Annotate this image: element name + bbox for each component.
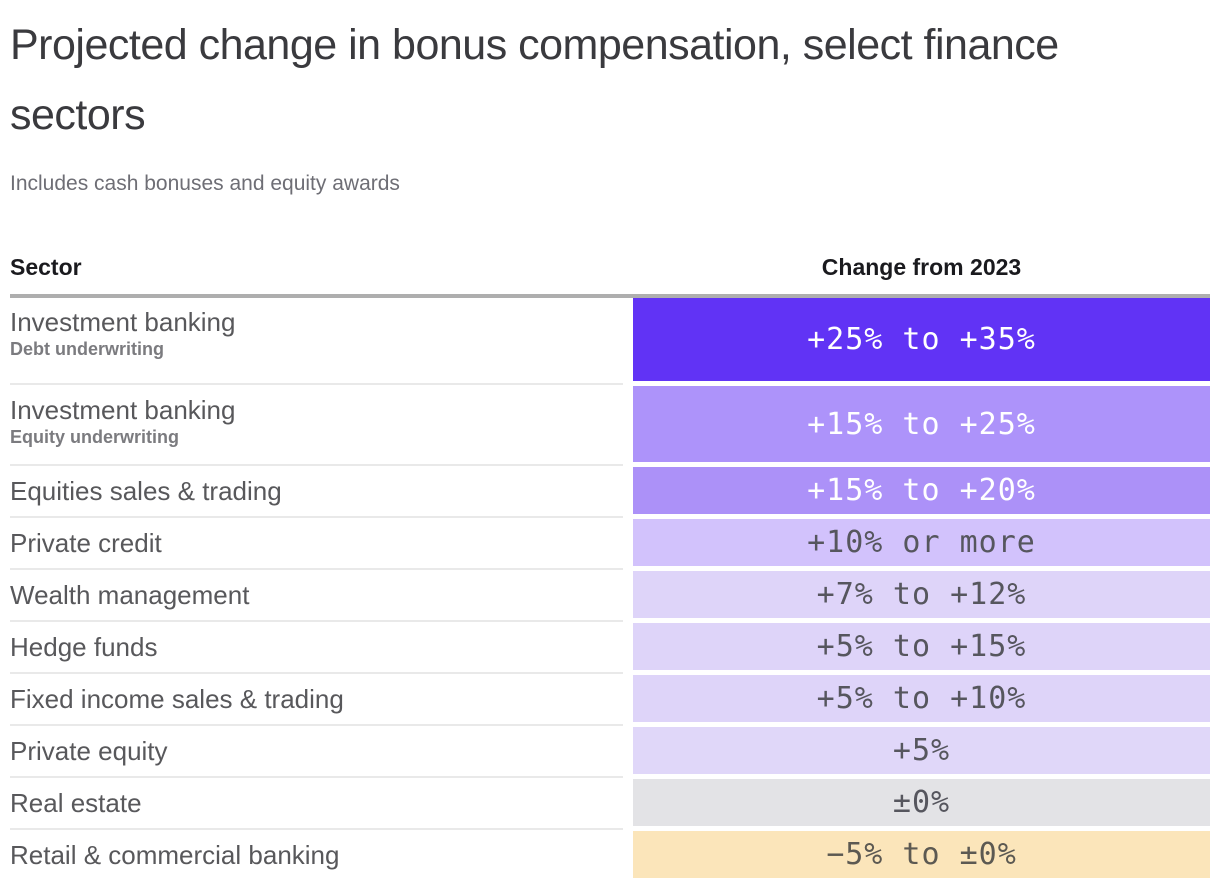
column-header-change: Change from 2023 [821, 254, 1022, 280]
sector-label-cell: Equities sales & trading [10, 467, 633, 518]
table-row: Investment banking Equity underwriting +… [10, 386, 1210, 466]
sector-label: Equities sales & trading [10, 475, 282, 506]
page-subtitle: Includes cash bonuses and equity awards [10, 172, 400, 195]
change-value-cell: +7% to +12% [633, 571, 1210, 618]
sector-label-cell: Private credit [10, 519, 633, 570]
sector-label-cell: Real estate [10, 779, 633, 830]
sector-label-cell: Fixed income sales & trading [10, 675, 633, 726]
table-row: Investment banking Debt underwriting +25… [10, 298, 1210, 385]
sector-label-cell: Retail & commercial banking [10, 831, 633, 878]
sector-label-cell: Investment banking Equity underwriting [10, 386, 633, 466]
table-row: Retail & commercial banking −5% to ±0% [10, 831, 1210, 878]
sector-label: Private equity [10, 735, 168, 766]
sector-label: Real estate [10, 787, 142, 818]
page-title: Projected change in bonus compensation, … [10, 21, 1059, 139]
column-headers: Sector Change from 2023 [10, 254, 1210, 281]
change-value-cell: −5% to ±0% [633, 831, 1210, 878]
sector-label: Private credit [10, 527, 162, 558]
sector-label: Fixed income sales & trading [10, 683, 344, 714]
table-row: Equities sales & trading +15% to +20% [10, 467, 1210, 518]
sector-label-cell: Wealth management [10, 571, 633, 622]
table-row: Fixed income sales & trading +5% to +10% [10, 675, 1210, 726]
sector-label: Wealth management [10, 579, 250, 610]
sector-label: Hedge funds [10, 631, 158, 662]
table-row: Hedge funds +5% to +15% [10, 623, 1210, 674]
column-header-sector: Sector [10, 254, 82, 280]
change-value-cell: +15% to +20% [633, 467, 1210, 514]
sector-label: Investment banking [10, 395, 236, 425]
header-rule [10, 294, 1210, 298]
table-row: Wealth management +7% to +12% [10, 571, 1210, 622]
sector-label-cell: Investment banking Debt underwriting [10, 298, 633, 385]
change-value-cell: +15% to +25% [633, 386, 1210, 462]
sector-table: Investment banking Debt underwriting +25… [10, 298, 1210, 878]
change-value-cell: +5% [633, 727, 1210, 774]
sector-label: Retail & commercial banking [10, 839, 340, 870]
change-value-cell: ±0% [633, 779, 1210, 826]
sector-label: Investment banking [10, 307, 236, 337]
table-row: Private credit +10% or more [10, 519, 1210, 570]
change-value-cell: +10% or more [633, 519, 1210, 566]
table-row: Real estate ±0% [10, 779, 1210, 830]
sector-sublabel: Debt underwriting [10, 339, 164, 359]
change-value-cell: +25% to +35% [633, 298, 1210, 381]
sector-label-cell: Private equity [10, 727, 633, 778]
change-value-cell: +5% to +10% [633, 675, 1210, 722]
sector-sublabel: Equity underwriting [10, 427, 179, 447]
change-value-cell: +5% to +15% [633, 623, 1210, 670]
sector-label-cell: Hedge funds [10, 623, 633, 674]
table-row: Private equity +5% [10, 727, 1210, 778]
